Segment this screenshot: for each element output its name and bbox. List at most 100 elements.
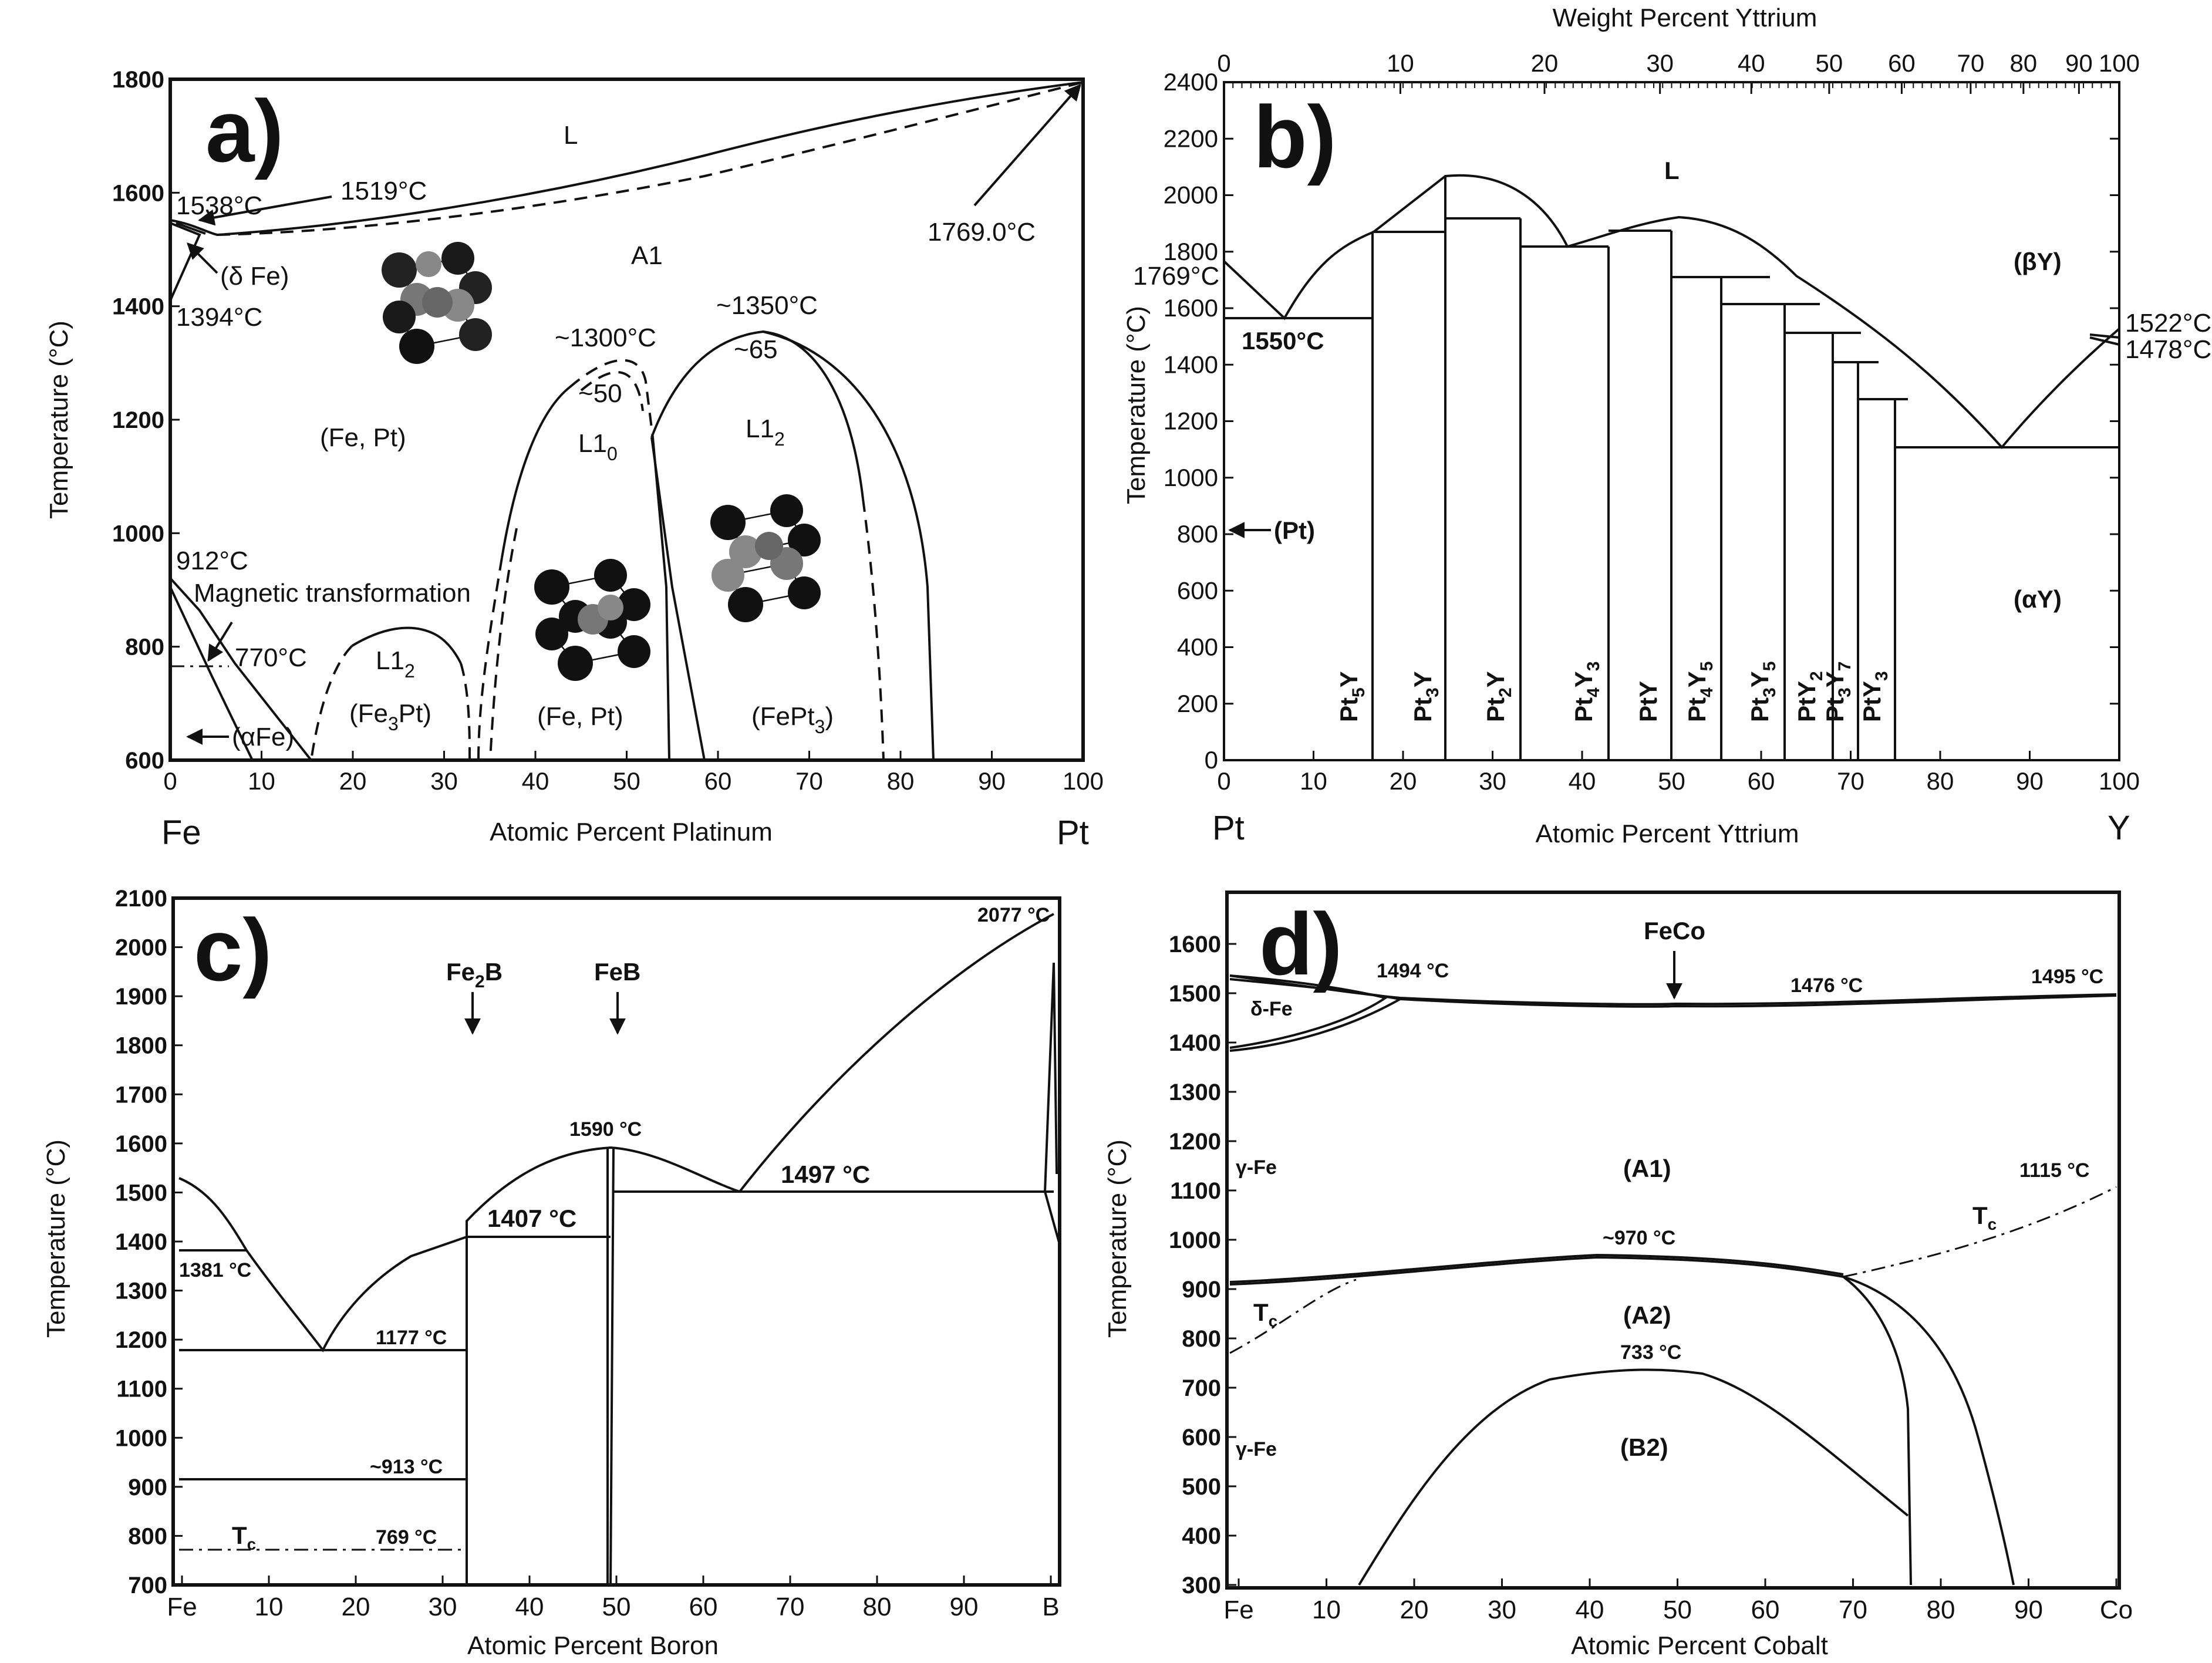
panel-d-x-ticks: Fe 10 20 30 40 50 60 70 80 90 Co — [1223, 1578, 2133, 1624]
panel-b-x-ticks: 0 10 20 30 40 50 60 70 80 90 100 — [1217, 751, 2140, 795]
panel-d-y-tick-label: 1100 — [1170, 1178, 1221, 1204]
panel-c-y-tick-label: 2100 — [115, 886, 167, 912]
panel-d-curie-right — [1843, 1186, 2117, 1278]
panel-a-x-tick-label: 30 — [430, 767, 458, 795]
panel-c-y-tick-label: 1600 — [115, 1131, 167, 1157]
panel-d-label-a1: (A1) — [1623, 1155, 1671, 1182]
panel-a-label-1300: ~1300°C — [555, 323, 656, 352]
panel-b-y-tick-label: 2200 — [1164, 124, 1218, 152]
panel-a-l12-right-solid — [763, 330, 935, 761]
panel-d-curie-left — [1229, 1279, 1357, 1354]
panel-b-compound-label: Pt3Y — [1409, 671, 1442, 722]
panel-a-x-start-label: Fe — [161, 814, 201, 852]
panel-a-x-tick-label: 80 — [887, 767, 915, 795]
panel-d-label-delta-fe: δ-Fe — [1250, 998, 1293, 1020]
panel-b-top-axis-title: Weight Percent Yttrium — [1553, 4, 1818, 32]
panel-b-label-1550: 1550°C — [1242, 327, 1324, 355]
panel-b-y-tick-label: 400 — [1177, 633, 1218, 661]
panel-d-y-tick-label: 800 — [1182, 1326, 1221, 1352]
panel-d-x-tick-label: 40 — [1576, 1595, 1604, 1624]
panel-d-x-tick-label: 90 — [2014, 1595, 2043, 1624]
panel-b-compound-label: PtY3 — [1858, 671, 1891, 722]
panel-d-label-970: ~970 °C — [1603, 1227, 1675, 1249]
panel-a-x-tick-label: 100 — [1063, 767, 1104, 795]
panel-a-label-912: 912°C — [176, 547, 248, 575]
panel-d-delta-fe-upper — [1229, 974, 1388, 1049]
panel-a-label-L: L — [564, 121, 578, 150]
panel-a-label-1538: 1538°C — [176, 191, 262, 220]
panel-d-y-tick-label: 400 — [1182, 1523, 1221, 1549]
panel-b-top-tick-label: 50 — [1816, 49, 1843, 77]
panel-c-x-tick-label: 90 — [950, 1593, 979, 1621]
panel-d-label-1115: 1115 °C — [2019, 1159, 2089, 1182]
panel-b-top-tick-label: 70 — [1957, 49, 1984, 77]
panel-b-y-tick-label: 2000 — [1164, 181, 1218, 209]
panel-b-compound-label: Pt4Y5 — [1683, 662, 1717, 722]
panel-c-label-1177: 1177 °C — [376, 1327, 447, 1349]
panel-b-label-1769: 1769°C — [1133, 262, 1219, 291]
panel-a-label-delta-fe: (δ Fe) — [220, 262, 289, 291]
panel-a-y-tick-label: 1600 — [112, 180, 164, 206]
panel-d-y-tick-label: 1500 — [1169, 981, 1221, 1007]
panel-c-liquidus-mid — [466, 913, 1054, 1237]
panel-c-y-tick-label: 1700 — [115, 1082, 167, 1108]
panel-c-label-tc: Tc — [232, 1522, 256, 1553]
panel-c-y-tick-label: 700 — [128, 1573, 167, 1598]
panel-c-x-axis-title: Atomic Percent Boron — [467, 1631, 719, 1660]
panel-b-top-tick-label: 0 — [1217, 49, 1230, 77]
panel-d-x-tick-label: 50 — [1663, 1595, 1692, 1624]
panel-c-label-1590: 1590 °C — [569, 1118, 642, 1141]
panel-a-label-magnetic: Magnetic transformation — [194, 579, 471, 608]
panel-c-label-feb: FeB — [594, 958, 640, 986]
panel-a-label-fept-left: (Fe, Pt) — [320, 423, 406, 452]
panel-c-y-tick-label: 1500 — [115, 1180, 167, 1206]
panel-a-l10-right — [652, 437, 670, 761]
panel-b-y-tick-label: 1600 — [1164, 294, 1218, 322]
panel-d-gamma-boundary-2 — [1843, 1276, 2015, 1586]
panel-c-label-1381: 1381 °C — [179, 1259, 251, 1281]
panel-b-y-tick-label: 1400 — [1164, 350, 1218, 378]
panel-b-y-tick-label: 0 — [1205, 746, 1218, 774]
panel-a-x-tick-label: 20 — [339, 767, 367, 795]
panel-a-l12-left-solid — [650, 437, 706, 761]
panel-b-compound-label: Pt2Y — [1482, 671, 1515, 722]
panel-d-label-tc-left: Tc — [1253, 1298, 1277, 1330]
panel-a-arrow-magnetic — [207, 621, 233, 662]
panel-a-l10-dome-dashed — [568, 359, 654, 438]
panel-a-y-tick-label: 1200 — [112, 407, 164, 433]
panel-c-y-axis-title: Temperature (°C) — [42, 1139, 70, 1338]
panel-b-x-tick-label: 0 — [1217, 767, 1230, 795]
panel-a-x-axis-title: Atomic Percent Platinum — [490, 818, 773, 846]
panel-a-fe3pt-dome-dashed — [310, 645, 353, 761]
panel-d-y-tick-label: 1200 — [1169, 1129, 1221, 1155]
panel-b-compound-label: PtY — [1634, 681, 1662, 722]
panel-a-label-alpha-fe: (αFe) — [232, 723, 294, 751]
panel-c-y-tick-label: 1100 — [116, 1377, 167, 1402]
panel-d-x-tick-label: 60 — [1751, 1595, 1780, 1624]
panel-c-y-tick-label: 1200 — [115, 1327, 167, 1353]
panel-a-y-tick-label: 1800 — [112, 67, 164, 93]
panel-b-top-tick-label: 30 — [1646, 49, 1674, 77]
panel-b-label-alpha-y: (αY) — [2014, 585, 2062, 613]
panel-b-x-tick-label: 60 — [1748, 767, 1775, 795]
panel-d-label-b2: (B2) — [1620, 1433, 1668, 1461]
panel-c-y-tick-label: 1300 — [115, 1279, 167, 1304]
panel-c-label-1407: 1407 °C — [487, 1205, 576, 1232]
panel-c-x-tick-label: 10 — [255, 1593, 284, 1621]
panel-d-label-gamma-fe-top: γ-Fe — [1236, 1156, 1277, 1179]
panel-a-x-tick-label: 50 — [613, 767, 640, 795]
panel-b-top-tick-label: 90 — [2065, 49, 2093, 77]
panel-a-arrow-delta-fe — [187, 242, 218, 274]
panel-a-x-ticks: 0 10 20 30 40 50 60 70 80 90 100 — [163, 751, 1104, 795]
panel-d-gamma-boundary-1 — [1842, 1276, 1912, 1586]
panel-b-label-1522: 1522°C — [2125, 309, 2211, 338]
panel-b-label-pt: (Pt) — [1274, 517, 1315, 544]
panel-c: 700 800 900 1000 1100 1200 1300 1400 1500 1600 170… — [42, 886, 1061, 1660]
panel-a-label-1769: 1769.0°C — [928, 218, 1036, 247]
panel-a-magnetic-line-1 — [169, 577, 312, 761]
panel-c-y-tick-label: 800 — [128, 1523, 167, 1549]
panel-c-y-ticks: 700 800 900 1000 1100 1200 1300 1400 1500 1600 170… — [115, 886, 183, 1598]
panel-d-label-1476: 1476 °C — [1790, 974, 1863, 997]
panel-a-y-tick-label: 800 — [125, 635, 164, 660]
